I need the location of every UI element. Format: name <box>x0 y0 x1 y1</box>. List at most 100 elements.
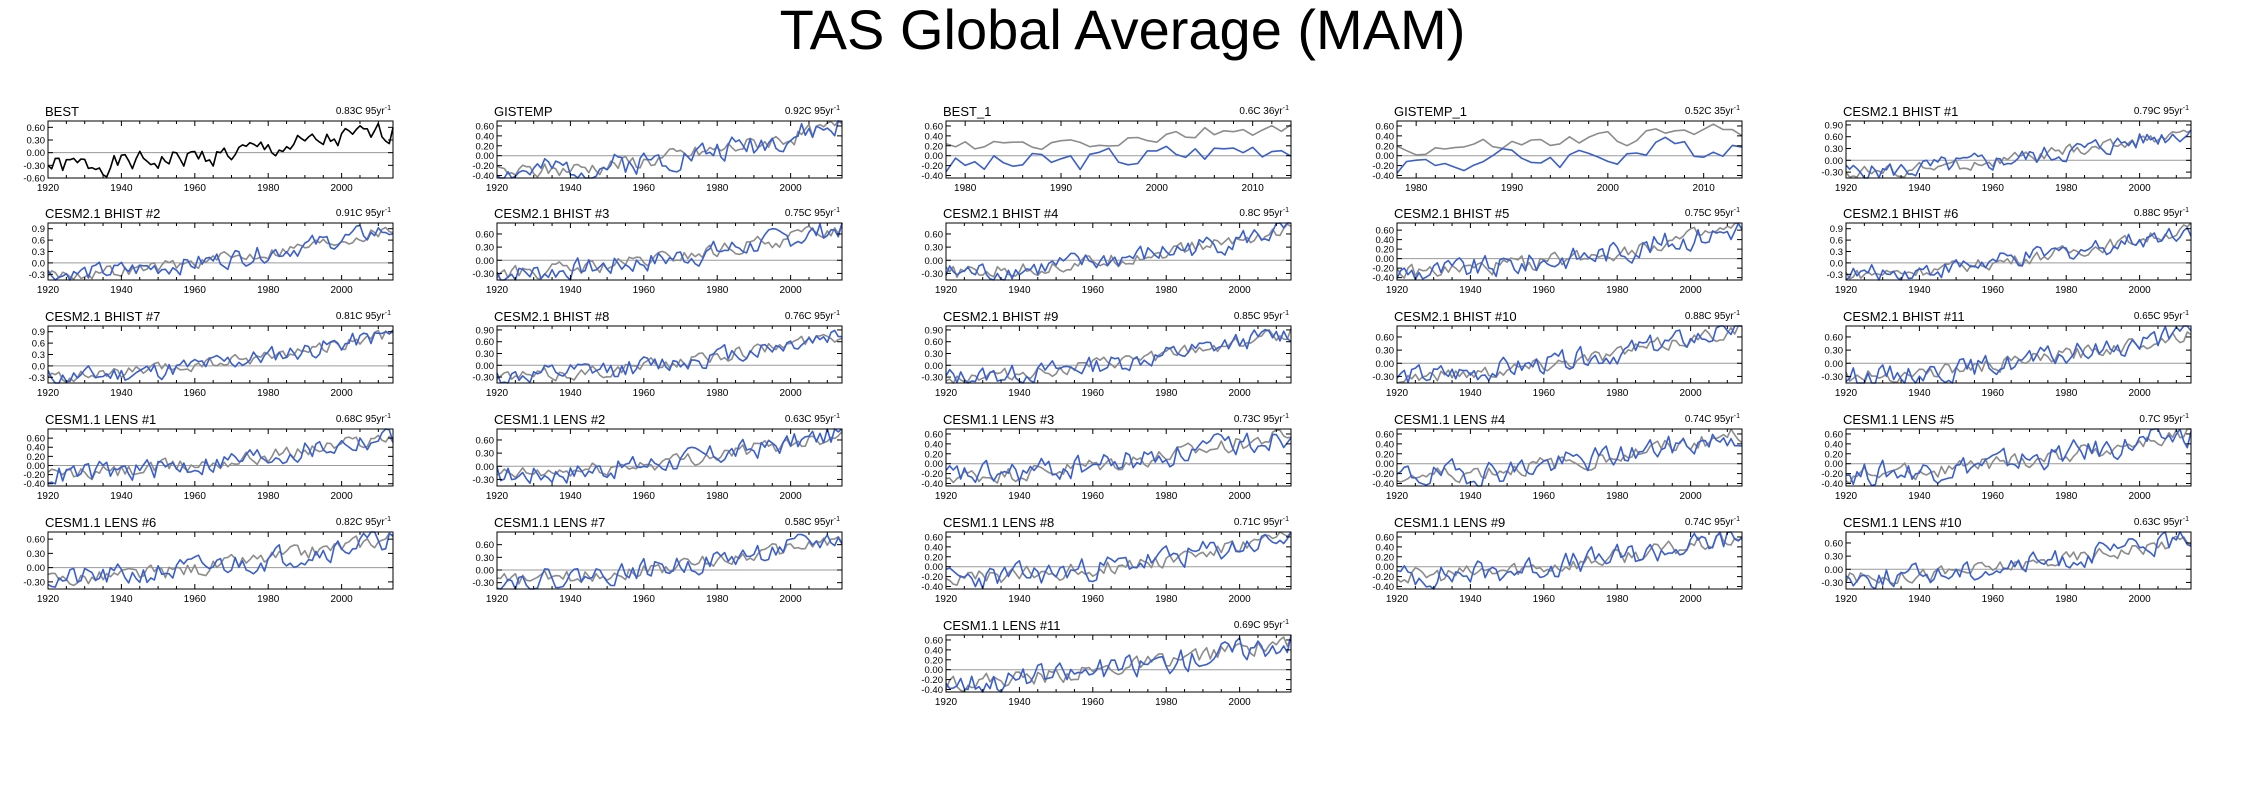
model-series-line <box>1845 325 2192 384</box>
x-tick-label: 2000 <box>2128 491 2151 502</box>
panel-title: GISTEMP_1 <box>1394 104 1467 119</box>
x-tick-label: 1980 <box>257 388 280 399</box>
panel-10: CESM2.1 BHIST #6 0.88C 95yr-1 1920 1940 1960… <box>1827 206 2192 296</box>
x-tick-label: 1920 <box>486 285 509 296</box>
x-tick-label: 1980 <box>1155 594 1178 605</box>
x-tick-label: 1990 <box>1501 183 1524 194</box>
x-tick-label: 1920 <box>1386 285 1409 296</box>
x-tick-label: 1940 <box>559 388 582 399</box>
x-tick-label: 1980 <box>2055 594 2078 605</box>
plot-frame <box>945 325 1292 384</box>
panel-title: CESM2.1 BHIST #6 <box>1843 206 1958 221</box>
x-tick-label: 1980 <box>1405 183 1428 194</box>
reference-series-line <box>496 431 843 479</box>
x-tick-label: 2000 <box>2128 285 2151 296</box>
model-series-line <box>1396 136 1743 174</box>
y-tick-label: 0.20 <box>925 655 944 666</box>
y-tick-label: -0.20 <box>921 469 943 480</box>
x-tick-label: 1980 <box>954 183 977 194</box>
y-tick-label: 0.00 <box>1376 562 1395 573</box>
x-tick-label: 2000 <box>2128 594 2151 605</box>
y-tick-label: 0.20 <box>925 141 944 152</box>
y-tick-label: 0.60 <box>476 229 495 240</box>
panel-title: CESM1.1 LENS #2 <box>494 412 605 427</box>
y-tick-label: -0.20 <box>921 161 943 172</box>
trend-label: 0.92C 95yr-1 <box>785 105 840 117</box>
x-tick-label: 1980 <box>706 594 729 605</box>
reference-series-line <box>945 429 1292 484</box>
plot-frame <box>1396 531 1743 590</box>
x-tick-label: 1920 <box>37 594 60 605</box>
x-tick-label: 1920 <box>1835 183 1858 194</box>
panel-26: CESM1.1 LENS #11 0.69C 95yr-1 1920 1940 1960… <box>921 618 1292 708</box>
y-tick-label: -0.20 <box>1821 469 1843 480</box>
trend-label: 0.88C 95yr-1 <box>2134 207 2189 219</box>
x-tick-label: 1940 <box>1908 388 1931 399</box>
observed-series-line <box>47 122 394 178</box>
y-tick-label: -0.20 <box>921 572 943 583</box>
plot-frame <box>1396 428 1743 487</box>
x-tick-label: 1920 <box>486 491 509 502</box>
model-series-line <box>945 432 1292 484</box>
x-tick-label: 1980 <box>257 183 280 194</box>
y-tick-label: -0.20 <box>1372 161 1394 172</box>
y-tick-label: 0.60 <box>925 429 944 440</box>
x-tick-label: 2000 <box>1679 491 1702 502</box>
panel-12: CESM2.1 BHIST #8 0.76C 95yr-1 1920 1940 1960… <box>472 309 843 399</box>
panel-title: CESM1.1 LENS #10 <box>1843 515 1962 530</box>
y-tick-label: 0.00 <box>1825 156 1844 167</box>
x-tick-label: 1920 <box>1835 285 1858 296</box>
y-tick-label: 0.30 <box>476 349 495 360</box>
y-tick-label: -0.30 <box>1821 168 1843 179</box>
y-tick-label: 0.40 <box>1376 439 1395 450</box>
y-tick-label: -0.20 <box>23 470 45 481</box>
y-tick-label: 0.9 <box>32 327 45 338</box>
x-tick-label: 1960 <box>1533 388 1556 399</box>
y-tick-label: -0.20 <box>472 161 494 172</box>
panel-title: CESM2.1 BHIST #10 <box>1394 309 1517 324</box>
panel-title: CESM1.1 LENS #4 <box>1394 412 1505 427</box>
y-tick-label: 0.60 <box>1825 332 1844 343</box>
trend-label: 0.63C 95yr-1 <box>2134 516 2189 528</box>
x-tick-label: 2000 <box>1228 491 1251 502</box>
y-tick-label: -0.30 <box>1821 372 1843 383</box>
y-tick-label: 0.60 <box>1376 332 1395 343</box>
x-tick-label: 1960 <box>633 183 656 194</box>
trend-label: 0.6C 36yr-1 <box>1239 105 1289 117</box>
x-tick-label: 1920 <box>1386 388 1409 399</box>
trend-label: 0.85C 95yr-1 <box>1234 310 1289 322</box>
panel-20: CESM1.1 LENS #5 0.7C 95yr-1 1920 1940 1960 19… <box>1821 412 2192 502</box>
x-tick-label: 1980 <box>257 491 280 502</box>
y-tick-label: 0.3 <box>32 350 45 361</box>
x-tick-label: 1940 <box>1908 594 1931 605</box>
trend-label: 0.74C 95yr-1 <box>1685 413 1740 425</box>
trend-label: 0.63C 95yr-1 <box>785 413 840 425</box>
panel-4: GISTEMP_1 0.52C 35yr-1 1980 1990 2000 2010 0.6… <box>1372 104 1743 194</box>
y-tick-label: 0.00 <box>1376 359 1395 370</box>
plot-frame <box>945 634 1292 693</box>
model-series-line <box>47 531 394 588</box>
plot-frame <box>47 222 394 281</box>
model-series-line <box>1396 222 1743 281</box>
x-tick-label: 1960 <box>633 594 656 605</box>
x-tick-label: 1920 <box>935 285 958 296</box>
x-tick-label: 2000 <box>1228 594 1251 605</box>
panel-title: CESM1.1 LENS #11 <box>943 618 1061 633</box>
trend-label: 0.65C 95yr-1 <box>2134 310 2189 322</box>
trend-label: 0.88C 95yr-1 <box>1685 310 1740 322</box>
y-tick-label: 0.60 <box>1825 132 1844 143</box>
model-series-line <box>1396 433 1743 487</box>
x-tick-label: 1940 <box>110 491 133 502</box>
plot-frame <box>1845 531 2192 590</box>
x-tick-label: 1990 <box>1050 183 1073 194</box>
reference-series-line <box>945 124 1292 151</box>
y-tick-label: 0.20 <box>925 449 944 460</box>
x-tick-label: 1980 <box>2055 388 2078 399</box>
x-tick-label: 2000 <box>1228 388 1251 399</box>
panel-8: CESM2.1 BHIST #4 0.8C 95yr-1 1920 1940 1960 1… <box>921 206 1292 296</box>
panel-title: CESM2.1 BHIST #3 <box>494 206 609 221</box>
y-tick-label: 0.90 <box>925 325 944 336</box>
y-tick-label: 0.00 <box>27 563 46 574</box>
x-tick-label: 1920 <box>935 594 958 605</box>
